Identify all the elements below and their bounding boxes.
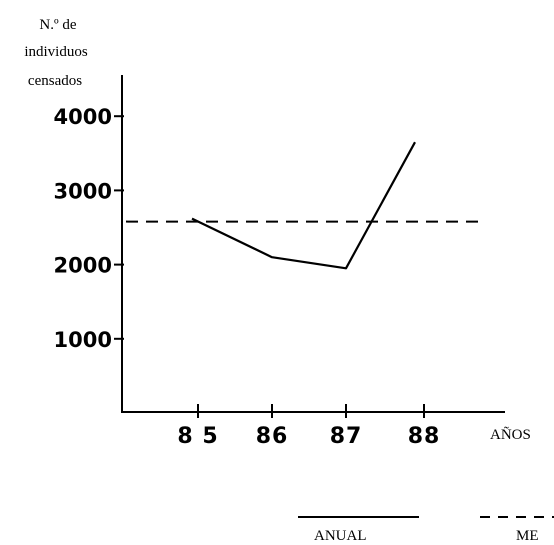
series-annual-line [191,141,416,270]
y-tick-label: 1000 [54,328,112,352]
legend-mean-label: ME [516,528,539,544]
x-axis-ticks: 8 5 86 87 88 [177,404,441,449]
x-tick-label: 8 5 [177,424,218,449]
y-tick-label: 2000 [54,254,112,278]
y-axis-label-line-2: individuos [24,44,88,60]
x-axis-label: AÑOS [490,427,531,443]
y-tick-label: 3000 [54,179,112,203]
y-axis-label-line-1: N.º de [39,17,76,33]
y-axis-label-line-3: censados [28,73,82,89]
y-axis-ticks: 1000 2000 3000 4000 [54,105,124,352]
x-tick-label: 87 [330,424,363,449]
legend-annual-label: ANUAL [314,528,367,544]
x-tick-label: 88 [408,424,441,449]
y-tick-label: 4000 [54,105,112,129]
x-tick-label: 86 [256,424,289,449]
